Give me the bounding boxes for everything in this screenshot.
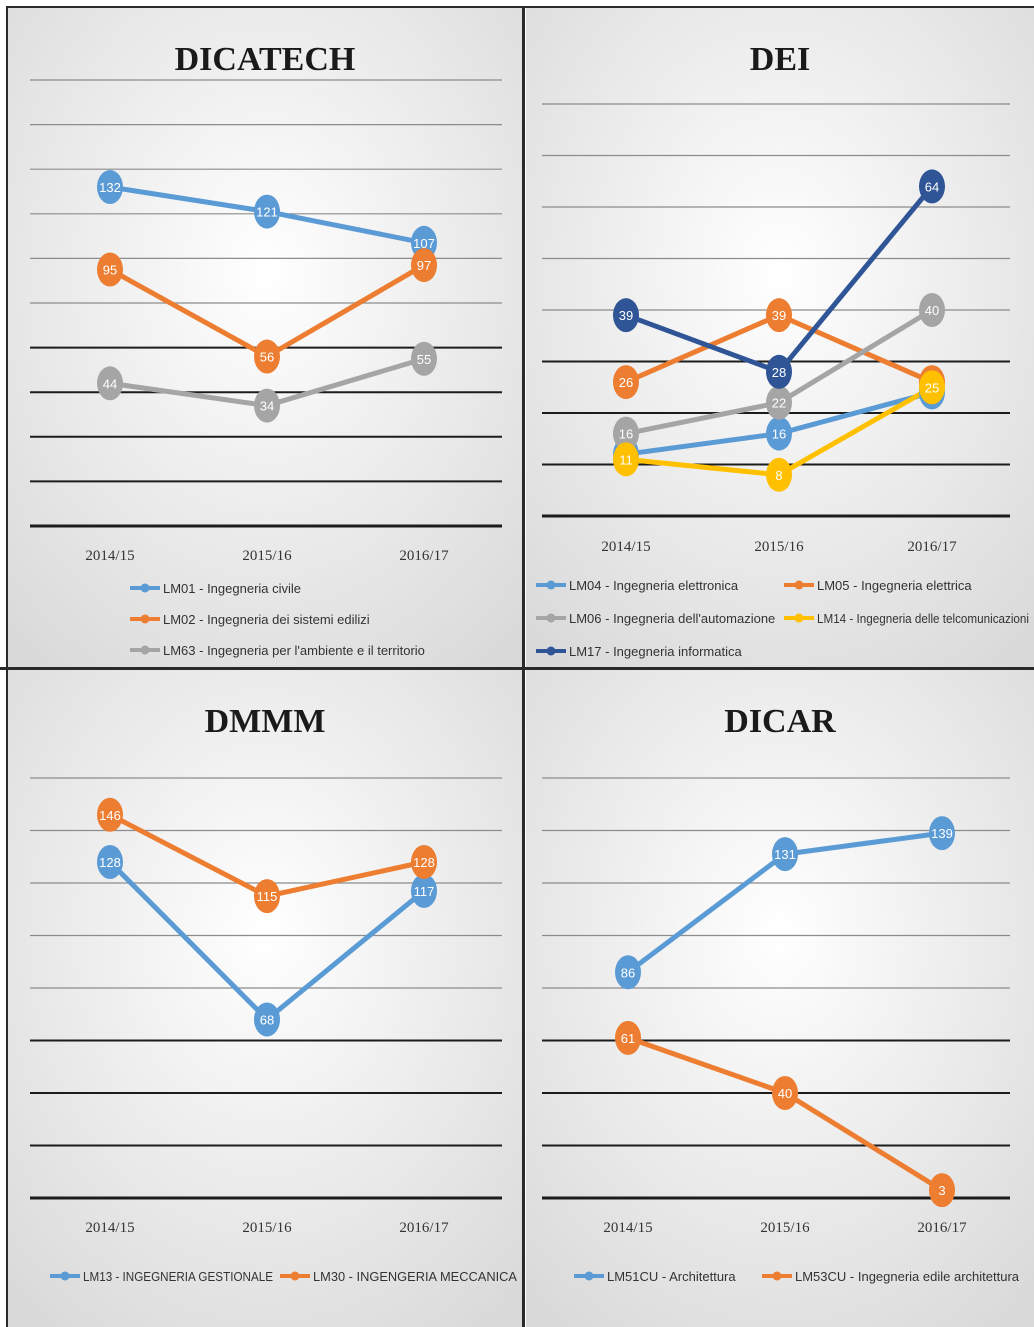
data-label: 16: [772, 427, 786, 442]
data-label: 95: [103, 263, 117, 278]
chart-svg: DEI2014/152015/162016/171216242639261622…: [526, 8, 1034, 668]
chart-panel-dicatech: DICATECH 2014/15 2015/16 2016/17 132 121 107 95…: [8, 8, 522, 668]
data-label: 34: [260, 399, 274, 414]
legend-label: LM30 - INGENGERIA MECCANICA: [313, 1269, 517, 1284]
x-tick-label: 2014/15: [601, 539, 650, 555]
legend-label: LM02 - Ingegneria dei sistemi edilizi: [163, 612, 370, 627]
legend-marker: [585, 1272, 594, 1281]
data-label: 131: [774, 847, 796, 862]
data-label: 117: [414, 884, 435, 899]
x-tick-label: 2015/16: [242, 548, 292, 564]
data-label: 39: [772, 308, 786, 323]
horizontal-divider: [0, 667, 1034, 670]
chart-title: DICATECH: [175, 41, 356, 78]
chart-background: [526, 8, 1034, 668]
x-tick-label: 2016/17: [907, 539, 957, 555]
legend-label: LM01 - Ingegneria civile: [163, 581, 301, 596]
x-tick-label: 2014/15: [85, 1220, 134, 1236]
legend-label: LM04 - Ingegneria elettronica: [569, 578, 739, 593]
data-label: 128: [99, 855, 121, 870]
chart-svg: DICATECH 2014/15 2015/16 2016/17 132 121 107 95…: [8, 8, 522, 668]
chart-panel-dicar: DICAR 2014/15 2015/16 2016/17 86 131 139 61 40 3 L…: [526, 670, 1034, 1327]
legend-marker: [547, 647, 556, 656]
legend-label: LM13 - INGEGNERIA GESTIONALE: [83, 1269, 273, 1284]
legend-marker: [141, 646, 150, 655]
data-label: 139: [931, 826, 953, 841]
legend-marker: [795, 614, 804, 623]
legend-marker: [547, 581, 556, 590]
data-label: 8: [775, 468, 782, 483]
data-label: 11: [619, 452, 633, 467]
data-label: 61: [621, 1031, 635, 1046]
x-tick-label: 2014/15: [85, 548, 134, 564]
data-label: 16: [619, 427, 633, 442]
legend-label: LM14 - Ingegneria delle telcomunicazioni: [817, 611, 1029, 626]
data-label: 97: [417, 258, 431, 273]
data-label: 86: [621, 965, 635, 980]
legend-marker: [291, 1272, 300, 1281]
legend-marker: [61, 1272, 70, 1281]
chart-panel-dei: DEI2014/152015/162016/171216242639261622…: [526, 8, 1034, 668]
chart-background: [8, 8, 522, 668]
x-tick-label: 2014/15: [603, 1220, 652, 1236]
legend-label: LM05 - Ingegneria elettrica: [817, 578, 972, 593]
data-label: 40: [778, 1086, 792, 1101]
data-label: 28: [772, 365, 786, 380]
x-tick-label: 2016/17: [399, 1220, 449, 1236]
x-tick-label: 2015/16: [242, 1220, 292, 1236]
x-tick-label: 2015/16: [754, 539, 804, 555]
chart-title: DICAR: [724, 703, 836, 740]
x-tick-label: 2015/16: [760, 1220, 810, 1236]
data-label: 115: [257, 889, 278, 904]
chart-svg: DICAR 2014/15 2015/16 2016/17 86 131 139 61 40 3 L…: [526, 670, 1034, 1327]
data-label: 40: [925, 303, 939, 318]
data-label: 68: [260, 1013, 274, 1028]
chart-svg: DMMM 2014/15 2015/16 2016/17 128 68 117 146 115 1…: [8, 670, 522, 1327]
legend-marker: [547, 614, 556, 623]
x-tick-label: 2016/17: [399, 548, 449, 564]
legend-label: LM06 - Ingegneria dell'automazione: [569, 611, 775, 626]
data-label: 55: [417, 352, 431, 367]
data-label: 44: [103, 376, 117, 391]
chart-title: DEI: [750, 41, 810, 78]
legend-marker: [141, 584, 150, 593]
data-label: 146: [99, 808, 121, 823]
legend-marker: [141, 615, 150, 624]
data-label: 25: [925, 380, 939, 395]
legend-label: LM17 - Ingegneria informatica: [569, 644, 742, 659]
chart-title: DMMM: [205, 703, 326, 740]
legend-label: LM63 - Ingegneria per l'ambiente e il te…: [163, 643, 425, 658]
x-tick-label: 2016/17: [917, 1220, 967, 1236]
data-label: 3: [938, 1183, 945, 1198]
data-label: 39: [619, 308, 633, 323]
left-border: [6, 6, 8, 1327]
data-label: 132: [99, 180, 121, 195]
data-label: 22: [772, 396, 786, 411]
legend-label: LM51CU - Architettura: [607, 1269, 736, 1284]
chart-panel-dmmm: DMMM 2014/15 2015/16 2016/17 128 68 117 146 115 1…: [8, 670, 522, 1327]
legend-marker: [795, 581, 804, 590]
data-label: 128: [413, 855, 435, 870]
top-border: [8, 6, 1034, 8]
data-label: 64: [925, 179, 939, 194]
data-label: 121: [256, 205, 278, 220]
legend-marker: [773, 1272, 782, 1281]
data-label: 56: [260, 350, 274, 365]
data-label: 26: [619, 375, 633, 390]
legend-label: LM53CU - Ingegneria edile architettura: [795, 1269, 1020, 1284]
